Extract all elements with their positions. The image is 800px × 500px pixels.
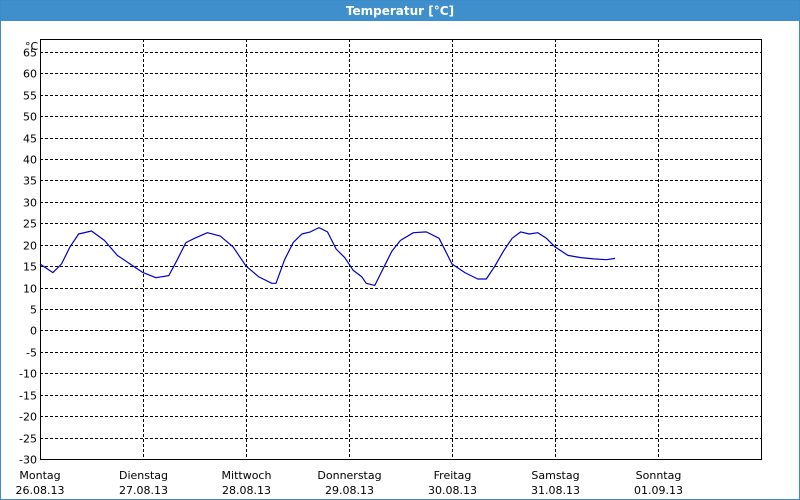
x-tick-date: 27.08.13: [119, 484, 168, 497]
y-tick-label: 40: [23, 154, 37, 167]
x-tick-day: Mittwoch: [222, 469, 272, 482]
x-tick-date: 26.08.13: [16, 484, 65, 497]
x-tick-day: Dienstag: [119, 469, 168, 482]
y-tick-label: 55: [23, 90, 37, 103]
x-tick-day: Sonntag: [636, 469, 682, 482]
chart-title: Temperatur [°C]: [1, 1, 799, 21]
x-tick-day: Donnerstag: [317, 469, 381, 482]
x-tick-date: 01.09.13: [634, 484, 683, 497]
y-tick-label: -30: [19, 454, 37, 467]
y-tick-label: -20: [19, 411, 37, 424]
y-unit-label: °C: [25, 40, 39, 53]
x-tick-day: Samstag: [531, 469, 579, 482]
y-tick-label: 20: [23, 240, 37, 253]
x-tick-date: 30.08.13: [428, 484, 477, 497]
y-tick-label: 45: [23, 133, 37, 146]
y-tick-label: 25: [23, 218, 37, 231]
x-tick-date: 29.08.13: [325, 484, 374, 497]
y-tick-label: -5: [26, 347, 37, 360]
plot-border: [40, 39, 762, 460]
y-tick-label: 15: [23, 261, 37, 274]
x-tick-day: Montag: [19, 469, 60, 482]
x-tick-date: 31.08.13: [531, 484, 580, 497]
y-tick-label: 10: [23, 283, 37, 296]
y-tick-label: 0: [30, 325, 37, 338]
x-tick-day: Freitag: [434, 469, 472, 482]
y-tick-label: 5: [30, 304, 37, 317]
y-tick-label: 60: [23, 68, 37, 81]
y-tick-label: -15: [19, 390, 37, 403]
y-tick-label: 35: [23, 175, 37, 188]
y-axis: 65605550454035302520151050-5-10-15-20-25…: [19, 40, 38, 467]
y-tick-label: -10: [19, 368, 37, 381]
y-tick-label: -25: [19, 433, 37, 446]
y-tick-label: 65: [23, 47, 37, 60]
temperature-series-line: [39, 227, 616, 286]
y-tick-label: 50: [23, 111, 37, 124]
grid-layer: [40, 39, 761, 460]
x-tick-date: 28.08.13: [222, 484, 271, 497]
x-axis: Montag 26.08.13 Dienstag 27.08.13 Mittwoch 28…: [16, 469, 683, 497]
y-tick-label: 30: [23, 197, 37, 210]
series-layer: [39, 227, 616, 286]
